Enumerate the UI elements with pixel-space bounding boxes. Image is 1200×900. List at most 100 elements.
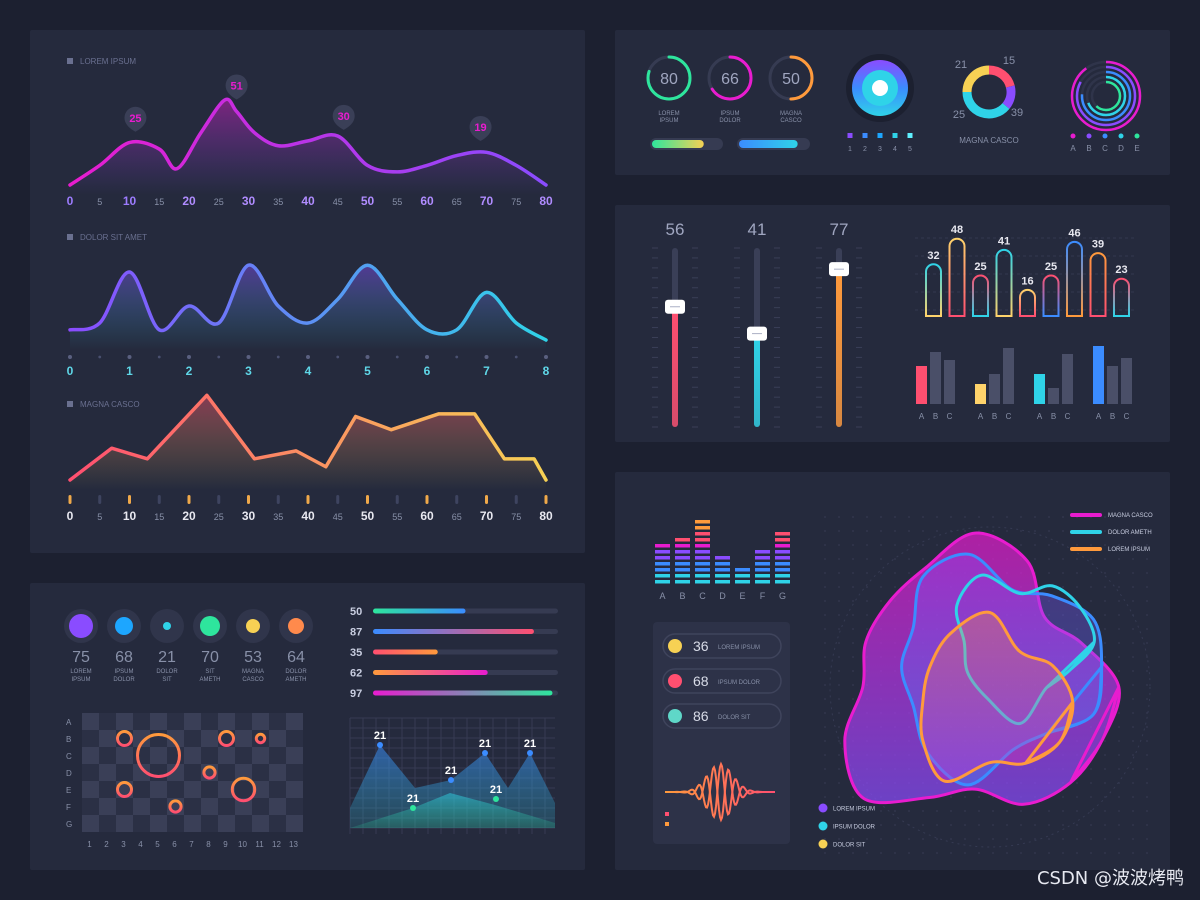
stat-value: 64 (287, 649, 305, 666)
equalizer-segment (775, 550, 790, 554)
grid-dot (824, 516, 826, 518)
radial-legend-dot (1134, 133, 1140, 139)
grid-dot (1132, 572, 1134, 574)
grid-dot (1146, 670, 1148, 672)
x-tick-label: 80 (539, 509, 553, 523)
rounded-bar (948, 237, 966, 317)
grid-dot (838, 740, 840, 742)
grid-dot (880, 810, 882, 812)
tick-dot-minor (395, 355, 399, 359)
slider-fill (836, 269, 842, 427)
x-tick-label: 0 (67, 509, 74, 523)
grid-dot (1090, 558, 1092, 560)
x-tick-label: 60 (420, 194, 434, 208)
grid-dot (992, 530, 994, 532)
radial-legend-label: D (1118, 144, 1124, 153)
grouped-bar-category: C (1065, 412, 1071, 421)
callout-label: 19 (474, 122, 486, 134)
scatter-col-label: 10 (238, 840, 247, 849)
scatter-cell (235, 798, 252, 815)
mountain-peak (377, 742, 383, 748)
grid-dot (852, 656, 854, 658)
grid-dot (880, 544, 882, 546)
x-tick-label: 75 (511, 197, 521, 207)
scatter-cell (235, 713, 252, 730)
scatter-cell (269, 815, 286, 832)
equalizer-segment (675, 538, 690, 542)
stat-dot (200, 616, 220, 636)
grid-dot (838, 796, 840, 798)
callout-label: 30 (338, 111, 350, 123)
blobs-svg[interactable]: A B C D E F G 36 LOREM IPSUM 68 IPSUM DOLOR 86 DOLOR… (615, 472, 1170, 870)
equalizer-segment (755, 562, 770, 566)
scatter-cell (286, 781, 303, 798)
radial-legend-dot (1086, 133, 1092, 139)
grid-dot (1118, 516, 1120, 518)
scatter-cell (201, 798, 218, 815)
equalizer-label: F (760, 591, 766, 601)
grid-dot (880, 838, 882, 840)
equalizer-segment (775, 574, 790, 578)
grid-dot (950, 852, 952, 854)
list-row[interactable] (662, 633, 782, 659)
legend-swatch (1070, 547, 1102, 551)
scatter-cell (201, 781, 218, 798)
grid-dot (1048, 572, 1050, 574)
grid-dot (866, 628, 868, 630)
rounded-bar (925, 263, 942, 317)
grid-dot (852, 796, 854, 798)
stat-label: IPSUM (114, 669, 133, 675)
bar-value-label: 46 (1068, 227, 1080, 239)
grid-dot (866, 530, 868, 532)
grid-dot (894, 838, 896, 840)
grid-dot (1146, 614, 1148, 616)
grid-dot (1034, 852, 1036, 854)
scatter-cell (201, 747, 218, 764)
stat-label: DOLOR (156, 669, 178, 675)
gauges-panel: 80 LOREM IPSUM 66 IPSUM DOLOR 50 MAGNA CASCO 1 2 3 4… (615, 30, 1170, 175)
grid-dot (908, 810, 910, 812)
bar-value-label: 39 (1092, 239, 1104, 251)
grid-dot (852, 600, 854, 602)
grid-dot (1062, 530, 1064, 532)
x-tick-label: 65 (452, 512, 462, 522)
equalizer-segment (675, 574, 690, 578)
grouped-bar-category: B (992, 412, 997, 421)
grid-dot (950, 824, 952, 826)
scatter-row-label: C (66, 752, 72, 761)
scatter-cell (116, 747, 133, 764)
grid-dot (1062, 838, 1064, 840)
list-row-label: DOLOR SIT (718, 715, 751, 721)
grid-dot (824, 740, 826, 742)
list-row[interactable] (662, 668, 782, 694)
equalizer-segment (775, 568, 790, 572)
grid-dot (1006, 530, 1008, 532)
grid-dot (1104, 614, 1106, 616)
donut-slice (962, 91, 1010, 119)
scatter-cell (99, 764, 116, 781)
grouped-bar-category: A (1096, 412, 1102, 421)
tick-dot (365, 355, 370, 359)
scatter-cell (269, 798, 286, 815)
bar-value-label: 25 (974, 261, 986, 273)
blob-lorem-ipsum (919, 610, 1075, 783)
donut-slice (962, 65, 990, 93)
grid-dot (1146, 558, 1148, 560)
x-tick-label: 20 (182, 194, 196, 208)
grid-dot (922, 852, 924, 854)
scatter-cell (82, 798, 99, 815)
target-legend-swatch (862, 133, 868, 138)
grid-dot (1118, 586, 1120, 588)
tick-mark (187, 495, 191, 504)
x-tick-label: 10 (123, 194, 137, 208)
chart-title: DOLOR SIT AMET (80, 233, 147, 242)
list-row[interactable] (662, 703, 782, 729)
grouped-bar (1003, 348, 1014, 404)
scatter-cell (269, 764, 286, 781)
target-legend-swatch (877, 133, 883, 138)
grid-dot (866, 558, 868, 560)
grid-dot (824, 656, 826, 658)
grid-dot (1146, 656, 1148, 658)
